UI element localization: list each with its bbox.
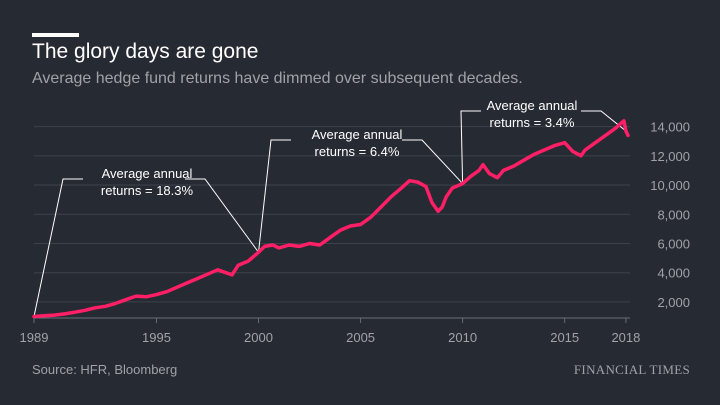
x-tick-label: 2010 (448, 330, 477, 345)
y-tick-label: 4,000 (657, 266, 690, 281)
chart-title: The glory days are gone (32, 40, 259, 63)
title-accent-rule (32, 33, 79, 37)
annotation-leader-left (460, 110, 481, 184)
x-tick-label: 2018 (611, 330, 640, 345)
x-tick-label: 1989 (20, 330, 49, 345)
annotation-label-line1: Average annual (487, 98, 578, 113)
x-tick-label: 1995 (142, 330, 171, 345)
x-tick-label: 2000 (244, 330, 273, 345)
y-tick-label: 14,000 (650, 120, 690, 135)
chart-subtitle: Average hedge fund returns have dimmed o… (32, 70, 523, 87)
y-tick-label: 10,000 (650, 178, 690, 193)
annotation-leader-right (185, 178, 259, 253)
annotation-label-line1: Average annual (312, 127, 403, 142)
y-tick-label: 12,000 (650, 149, 690, 164)
annotation-label-line2: returns = 3.4% (490, 115, 575, 130)
series-line-hedge-fund-index (32, 119, 630, 319)
annotation-leader-right (581, 110, 627, 132)
x-tick-label: 2005 (346, 330, 375, 345)
source-note: Source: HFR, Bloomberg (32, 362, 178, 377)
publisher-brand: FINANCIAL TIMES (573, 362, 690, 377)
annotation-leader-left (33, 178, 83, 317)
annotation-label-line1: Average annual (102, 166, 193, 181)
annotation-label-line2: returns = 6.4% (315, 144, 400, 159)
annotation-leader-left (258, 139, 291, 253)
x-tick-label: 2015 (550, 330, 579, 345)
annotation-label-line2: returns = 18.3% (101, 183, 194, 198)
y-tick-label: 2,000 (657, 295, 690, 310)
y-tick-label: 8,000 (657, 207, 690, 222)
y-tick-label: 6,000 (657, 236, 690, 251)
annotation-leader-right (402, 139, 463, 184)
